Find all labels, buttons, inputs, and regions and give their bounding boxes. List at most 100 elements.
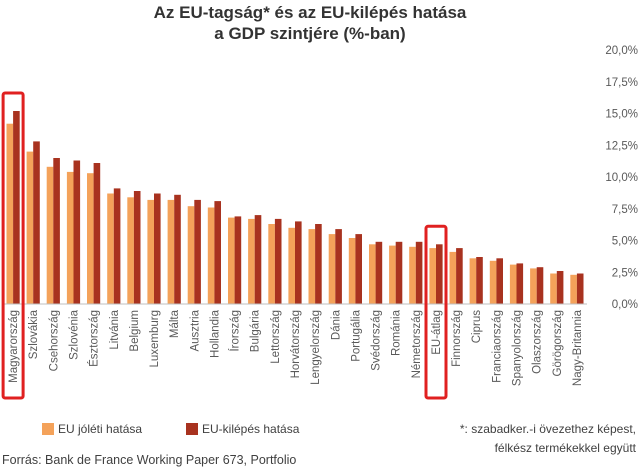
y-tick-label: 10,0% bbox=[605, 172, 638, 184]
bar-eu-kilepes bbox=[315, 224, 322, 304]
y-tick-label: 15,0% bbox=[605, 109, 638, 121]
bar-eu-kilepes bbox=[496, 258, 503, 304]
bar-eu-kilepes bbox=[436, 244, 443, 304]
footnote-line-2: félkész termékekkel együtt bbox=[495, 441, 637, 455]
x-category-label: Spanyolország bbox=[512, 310, 524, 386]
bar-eu-kilepes bbox=[93, 163, 101, 304]
bar-eu-joleti bbox=[389, 245, 396, 304]
bar-eu-kilepes bbox=[174, 194, 181, 304]
x-category-label: Szlovénia bbox=[69, 309, 81, 359]
bar-eu-joleti bbox=[308, 229, 316, 304]
bar-eu-kilepes bbox=[536, 267, 544, 304]
y-tick-label: 5,0% bbox=[612, 236, 638, 248]
x-category-label: Írország bbox=[229, 310, 242, 352]
bar-eu-joleti bbox=[248, 218, 255, 304]
bar-eu-kilepes bbox=[73, 160, 81, 304]
bar-eu-kilepes bbox=[194, 199, 201, 304]
x-category-label: Litvánia bbox=[109, 309, 121, 349]
x-category-label: Ausztria bbox=[189, 309, 201, 351]
bar-eu-kilepes bbox=[133, 191, 141, 304]
bar-eu-joleti bbox=[449, 251, 457, 304]
bar-eu-joleti bbox=[570, 274, 577, 304]
y-tick-label: 20,0% bbox=[605, 45, 638, 57]
bar-eu-kilepes bbox=[274, 218, 282, 304]
x-category-label: Magyarország bbox=[8, 310, 20, 383]
y-tick-label: 7,5% bbox=[612, 204, 638, 216]
bar-eu-kilepes bbox=[154, 193, 161, 304]
bar-eu-joleti bbox=[530, 268, 537, 304]
x-category-label: Bulgária bbox=[250, 309, 262, 352]
x-category-label: Olaszország bbox=[532, 310, 544, 374]
bar-eu-kilepes bbox=[13, 111, 20, 304]
x-category-label: Franciaország bbox=[491, 310, 503, 383]
legend-swatch-eu-joleti bbox=[42, 423, 54, 435]
bar-eu-kilepes bbox=[214, 201, 221, 304]
bar-eu-joleti bbox=[147, 199, 154, 304]
source-note: Forrás: Bank de France Working Paper 673… bbox=[2, 453, 296, 467]
x-category-label: Finnország bbox=[451, 310, 463, 367]
x-category-label: Szlovákia bbox=[28, 309, 40, 359]
bar-eu-joleti bbox=[66, 171, 74, 304]
bar-eu-kilepes bbox=[576, 273, 584, 304]
bar-eu-kilepes bbox=[295, 221, 302, 304]
bar-eu-joleti bbox=[369, 244, 376, 304]
y-tick-label: 0,0% bbox=[612, 299, 638, 311]
x-category-label: Nagy-Britannia bbox=[572, 309, 584, 386]
bar-eu-kilepes bbox=[516, 263, 524, 304]
x-category-label: Luxemburg bbox=[149, 310, 161, 368]
x-category-label: Dánia bbox=[330, 309, 342, 340]
y-tick-label: 12,5% bbox=[605, 140, 638, 152]
bar-eu-kilepes bbox=[53, 158, 60, 304]
highlight-box bbox=[424, 224, 448, 400]
bar-eu-joleti bbox=[550, 273, 557, 304]
bar-eu-kilepes bbox=[33, 141, 40, 304]
bar-eu-joleti bbox=[228, 217, 235, 304]
chart-title-line-2: a GDP szintjére (%-ban) bbox=[214, 24, 405, 43]
bars-group bbox=[3, 111, 587, 305]
bar-eu-joleti bbox=[268, 224, 275, 304]
legend: EU jóléti hatása EU-kilépés hatása bbox=[42, 422, 300, 436]
bar-eu-kilepes bbox=[476, 257, 483, 304]
x-category-label: Csehország bbox=[48, 310, 60, 371]
bar-eu-joleti bbox=[509, 264, 517, 304]
x-category-label: EU-átlag bbox=[431, 310, 443, 355]
footnote-line-1: *: szabadker.-i övezethez képest, bbox=[460, 422, 636, 436]
x-category-label: Németország bbox=[411, 310, 423, 378]
bar-eu-joleti bbox=[348, 238, 356, 304]
x-category-label: Svédország bbox=[371, 310, 383, 371]
x-axis-labels: Magyarország Szlovákia Csehország Szlovénia… bbox=[8, 309, 584, 386]
x-category-label: Románia bbox=[391, 309, 403, 356]
bar-eu-kilepes bbox=[335, 229, 342, 304]
bar-eu-joleti bbox=[328, 234, 336, 304]
bar-eu-kilepes bbox=[375, 241, 383, 304]
legend-swatch-eu-kilepes bbox=[186, 423, 198, 435]
x-category-label: Portugália bbox=[350, 309, 362, 361]
bar-eu-joleti bbox=[207, 207, 215, 304]
highlight-boxes bbox=[1, 91, 448, 400]
bar-eu-joleti bbox=[409, 246, 416, 304]
bar-eu-kilepes bbox=[415, 241, 423, 304]
x-category-label: Görögország bbox=[552, 310, 564, 376]
x-category-label: Észtország bbox=[88, 310, 101, 367]
bar-eu-kilepes bbox=[113, 188, 121, 304]
bar-eu-kilepes bbox=[395, 241, 403, 304]
legend-label-eu-kilepes: EU-kilépés hatása bbox=[202, 422, 300, 436]
y-axis: 0,0% 2,5% 5,0% 7,5% 10,0% 12,5% 15,0% 17,5% 20,0… bbox=[605, 45, 638, 311]
bar-eu-kilepes bbox=[234, 216, 242, 304]
y-tick-label: 17,5% bbox=[605, 77, 638, 89]
bar-eu-joleti bbox=[26, 151, 34, 304]
x-category-label: Hollandia bbox=[209, 309, 221, 358]
bar-eu-joleti bbox=[288, 227, 295, 304]
bar-eu-kilepes bbox=[556, 271, 564, 304]
bar-eu-kilepes bbox=[456, 248, 463, 304]
bar-eu-joleti bbox=[187, 206, 195, 304]
bar-eu-joleti bbox=[489, 260, 497, 304]
chart-title-line-1: Az EU-tagság* és az EU-kilépés hatása bbox=[154, 3, 467, 22]
x-category-label: Horvátország bbox=[290, 310, 302, 378]
y-tick-label: 2,5% bbox=[612, 267, 638, 279]
x-category-label: Lengyelország bbox=[310, 310, 322, 385]
x-category-label: Málta bbox=[169, 309, 181, 338]
x-category-label: Belgium bbox=[129, 310, 141, 352]
bar-eu-joleti bbox=[429, 248, 436, 304]
bar-eu-joleti bbox=[87, 173, 94, 304]
